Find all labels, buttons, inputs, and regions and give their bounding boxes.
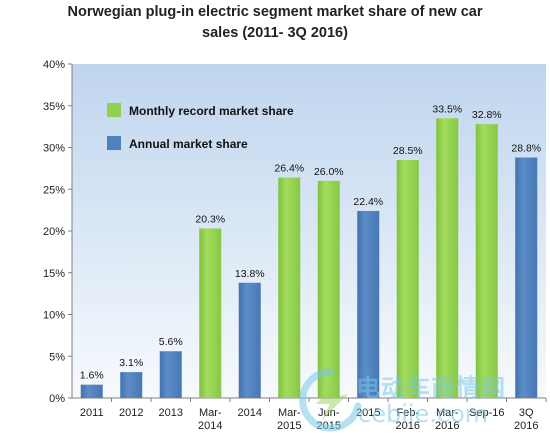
watermark-en: cebiie.com xyxy=(358,400,489,428)
x-tick-label: 2015 xyxy=(277,420,301,432)
y-tick-label: 20% xyxy=(43,226,65,238)
bar-value-label: 1.6% xyxy=(80,370,104,382)
x-tick-label: 2014 xyxy=(238,407,262,419)
bar-value-label: 26.4% xyxy=(274,163,304,175)
bar-value-label: 33.5% xyxy=(432,103,462,115)
x-tick-label: 2014 xyxy=(198,420,222,432)
x-tick-label: 2016 xyxy=(435,420,459,432)
bar-annual xyxy=(159,351,182,398)
bar-annual xyxy=(80,384,103,398)
x-tick-label: 2012 xyxy=(119,407,143,419)
bar-value-label: 32.8% xyxy=(472,109,502,121)
bar-value-label: 20.3% xyxy=(195,213,225,225)
x-tick-label: Mar- xyxy=(436,407,459,419)
bar-monthly xyxy=(278,177,301,398)
legend-swatch-annual xyxy=(107,136,121,150)
bar-monthly xyxy=(475,124,498,399)
axes: 0% 5% 10% 15% 20% 25% 30% 35% 40% 2011 2012 2013 Mar… xyxy=(43,59,547,432)
x-tick-label: Mar- xyxy=(199,407,222,419)
bar-monthly xyxy=(436,118,459,399)
y-tick-label: 35% xyxy=(43,101,65,113)
plot-background xyxy=(72,64,546,398)
bar-monthly xyxy=(199,228,222,398)
chart-title-line-1: Norwegian plug-in electric segment marke… xyxy=(67,4,483,20)
x-tick-label: 2015 xyxy=(356,407,380,419)
bars xyxy=(80,118,538,399)
watermark: 电动车商情网 cebiie.com xyxy=(296,364,546,434)
y-tick-label: 15% xyxy=(43,268,65,280)
y-tick-label: 25% xyxy=(43,184,65,196)
x-tick-label: 2016 xyxy=(514,420,538,432)
bar-value-label: 28.8% xyxy=(511,143,541,155)
x-tick-label: Feb- xyxy=(396,407,419,419)
y-tick-label: 30% xyxy=(43,143,65,155)
legend-swatch-monthly xyxy=(107,103,121,117)
y-tick-label: 10% xyxy=(43,310,65,322)
bar-monthly xyxy=(396,160,419,398)
x-tick-label: 2013 xyxy=(159,407,183,419)
y-tick-label: 0% xyxy=(49,393,65,405)
bar-annual xyxy=(515,157,538,398)
data-labels: 1.6% 3.1% 5.6% 20.3% 13.8% 26.4% 26.0% 22.4% 28.… xyxy=(80,103,541,381)
bar-value-label: 28.5% xyxy=(393,145,423,157)
bar-value-label: 5.6% xyxy=(159,336,183,348)
bar-annual xyxy=(120,372,143,398)
chart-title-line-2: sales (2011- 3Q 2016) xyxy=(202,25,348,41)
bar-value-label: 22.4% xyxy=(353,196,383,208)
x-tick-label: Sep-16 xyxy=(469,407,504,419)
y-tick-label: 40% xyxy=(43,59,65,71)
bar-value-label: 13.8% xyxy=(235,268,265,280)
y-tick-label: 5% xyxy=(49,351,65,363)
x-tick-label: 2011 xyxy=(80,407,104,419)
x-tick-label: 2016 xyxy=(396,420,420,432)
legend: Monthly record market share Annual market… xyxy=(107,103,294,151)
bar-monthly xyxy=(317,180,340,398)
bar-value-label: 3.1% xyxy=(119,357,143,369)
watermark-cn: 电动车商情网 xyxy=(356,374,506,402)
x-tick-label: Mar- xyxy=(278,407,301,419)
legend-label-annual: Annual market share xyxy=(129,137,248,151)
chart-title: Norwegian plug-in electric segment marke… xyxy=(0,2,550,44)
bar-value-label: 26.0% xyxy=(314,166,344,178)
bar-annual xyxy=(357,210,380,398)
x-tick-label: 3Q xyxy=(519,407,534,419)
bar-annual xyxy=(238,282,261,398)
watermark-logo-icon xyxy=(299,368,362,432)
legend-label-monthly: Monthly record market share xyxy=(129,104,294,118)
